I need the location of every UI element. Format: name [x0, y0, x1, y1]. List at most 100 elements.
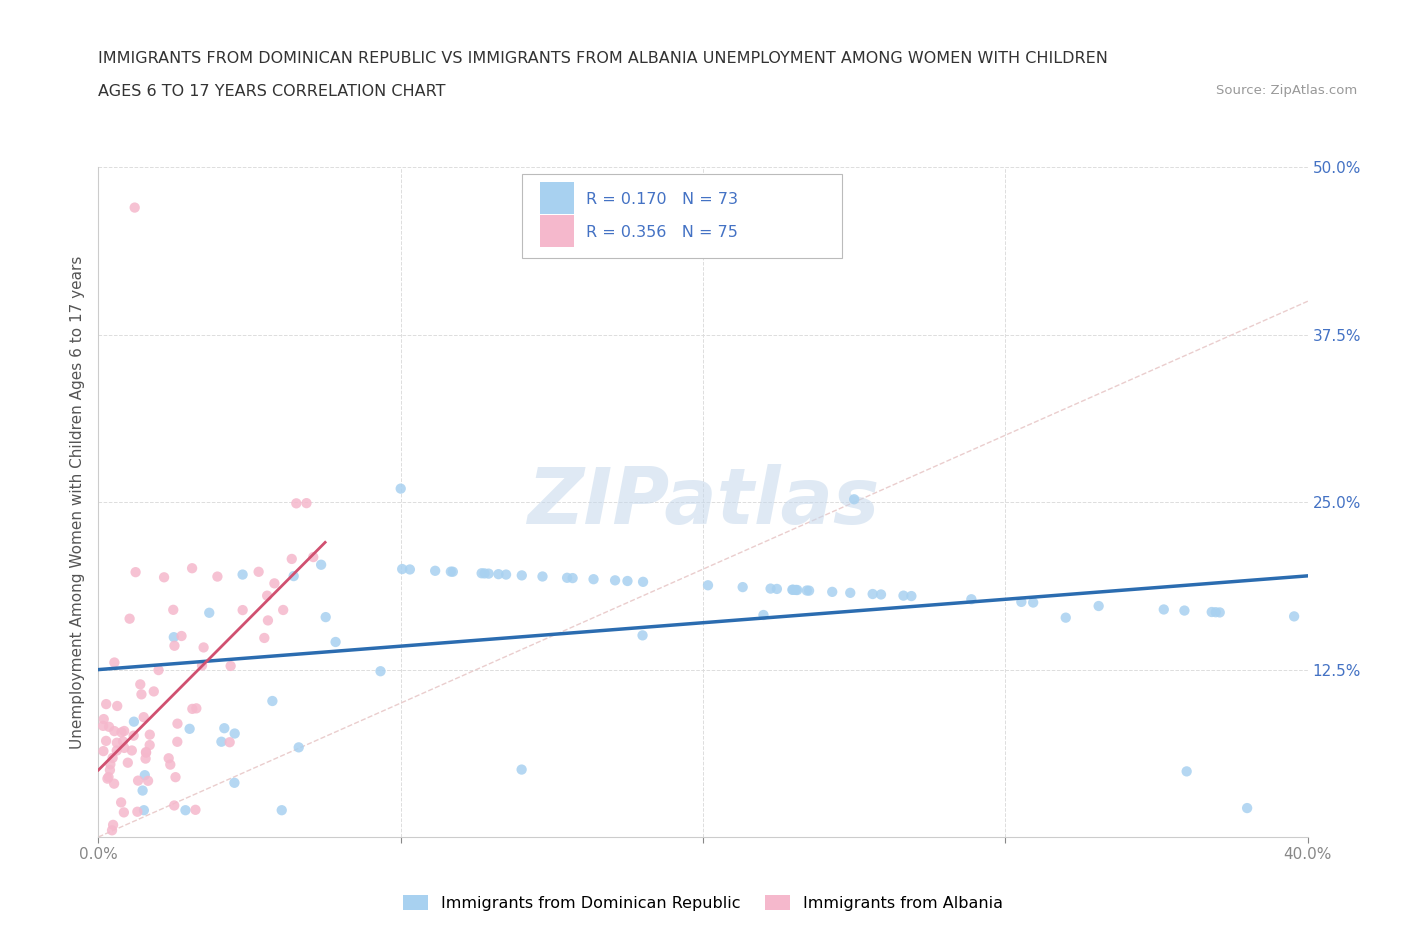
- Point: [142, 684, 165, 698]
- Point: [786, 582, 808, 597]
- Point: [631, 628, 654, 643]
- Point: [159, 757, 181, 772]
- Point: [93, 711, 115, 726]
- Point: [209, 735, 232, 750]
- Point: [134, 768, 156, 783]
- Point: [162, 603, 184, 618]
- Point: [531, 569, 554, 584]
- Point: [1022, 595, 1045, 610]
- Point: [153, 570, 176, 585]
- Point: [218, 735, 240, 750]
- Point: [1236, 801, 1258, 816]
- Text: R = 0.170   N = 73: R = 0.170 N = 73: [586, 192, 738, 206]
- Point: [214, 721, 236, 736]
- Point: [98, 763, 121, 777]
- Point: [785, 582, 807, 597]
- Point: [441, 565, 464, 579]
- Point: [616, 574, 638, 589]
- Point: [165, 770, 187, 785]
- Point: [138, 737, 160, 752]
- Point: [263, 576, 285, 591]
- Point: [98, 720, 121, 735]
- Point: [166, 716, 188, 731]
- Point: [257, 613, 280, 628]
- Point: [219, 658, 242, 673]
- Point: [191, 658, 214, 673]
- Text: Source: ZipAtlas.com: Source: ZipAtlas.com: [1216, 84, 1357, 97]
- Point: [391, 562, 413, 577]
- Point: [960, 591, 983, 606]
- Point: [1209, 605, 1232, 620]
- Point: [325, 634, 347, 649]
- Point: [127, 773, 149, 788]
- Point: [118, 611, 141, 626]
- Point: [184, 803, 207, 817]
- Point: [399, 562, 422, 577]
- Point: [132, 710, 155, 724]
- Point: [797, 583, 820, 598]
- Point: [900, 589, 922, 604]
- Point: [170, 629, 193, 644]
- Point: [247, 565, 270, 579]
- Text: ZIPatlas: ZIPatlas: [527, 464, 879, 540]
- Text: IMMIGRANTS FROM DOMINICAN REPUBLIC VS IMMIGRANTS FROM ALBANIA UNEMPLOYMENT AMONG: IMMIGRANTS FROM DOMINICAN REPUBLIC VS IM…: [98, 51, 1108, 66]
- Point: [232, 567, 254, 582]
- Point: [207, 569, 229, 584]
- Point: [782, 582, 804, 597]
- Point: [157, 751, 180, 765]
- Point: [103, 724, 125, 738]
- Point: [105, 743, 128, 758]
- Point: [478, 566, 501, 581]
- Point: [281, 551, 304, 566]
- Point: [870, 587, 893, 602]
- Point: [1153, 602, 1175, 617]
- Point: [224, 726, 246, 741]
- Point: [302, 550, 325, 565]
- Y-axis label: Unemployment Among Women with Children Ages 6 to 17 years: Unemployment Among Women with Children A…: [70, 256, 86, 749]
- Point: [122, 714, 145, 729]
- Point: [122, 728, 145, 743]
- Point: [561, 571, 583, 586]
- FancyBboxPatch shape: [540, 182, 574, 215]
- Point: [270, 803, 292, 817]
- Point: [488, 566, 510, 581]
- Point: [555, 570, 578, 585]
- Point: [782, 582, 804, 597]
- Point: [232, 603, 254, 618]
- Point: [139, 727, 162, 742]
- Point: [1201, 604, 1223, 619]
- Point: [179, 722, 201, 737]
- Point: [96, 771, 118, 786]
- Point: [370, 664, 392, 679]
- Point: [93, 744, 115, 759]
- Point: [893, 588, 915, 603]
- Point: [166, 735, 188, 750]
- Point: [111, 734, 134, 749]
- Point: [103, 777, 125, 791]
- Point: [1175, 764, 1198, 778]
- Point: [132, 803, 155, 817]
- Point: [631, 575, 654, 590]
- Point: [1205, 604, 1227, 619]
- Point: [131, 783, 153, 798]
- Point: [117, 755, 139, 770]
- Point: [731, 579, 754, 594]
- Point: [97, 769, 120, 784]
- Point: [285, 496, 308, 511]
- Point: [101, 751, 124, 765]
- Point: [471, 565, 494, 580]
- Point: [193, 640, 215, 655]
- Point: [124, 200, 146, 215]
- Point: [283, 568, 305, 583]
- Point: [101, 823, 124, 838]
- Point: [425, 564, 447, 578]
- Point: [253, 631, 276, 645]
- Point: [287, 740, 309, 755]
- Point: [839, 585, 862, 600]
- Point: [110, 724, 132, 739]
- Point: [135, 745, 157, 760]
- Point: [389, 481, 412, 496]
- Point: [844, 492, 866, 507]
- FancyBboxPatch shape: [540, 215, 574, 246]
- Point: [163, 798, 186, 813]
